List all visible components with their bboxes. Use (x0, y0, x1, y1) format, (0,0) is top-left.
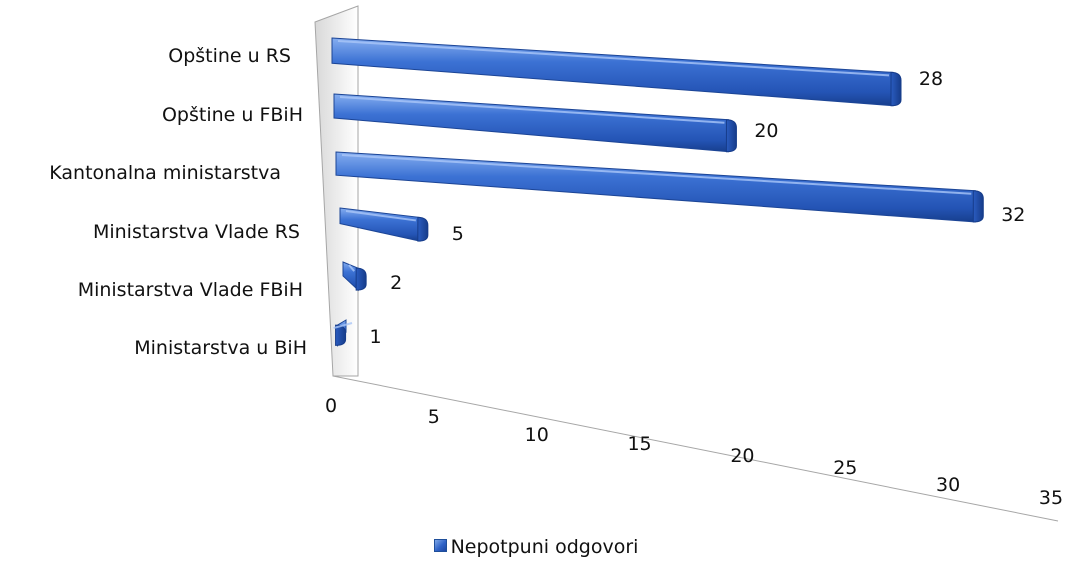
category-label: Kantonalna ministarstva (49, 162, 281, 184)
bar-value-label: 20 (754, 120, 778, 142)
x-tick-label: 0 (325, 395, 337, 417)
bar-value-label: 32 (1001, 204, 1025, 226)
bar (331, 37, 894, 107)
bar (333, 93, 729, 153)
bar-value-label: 28 (919, 68, 943, 90)
bar-end-cap (725, 119, 737, 153)
bar-highlight (345, 210, 416, 222)
bar-end-cap (972, 190, 984, 223)
category-label: Opštine u RS (168, 45, 291, 67)
bar-end-cap (355, 267, 367, 291)
bar-highlight (341, 154, 972, 195)
bar (335, 151, 976, 223)
x-tick-label: 15 (627, 433, 651, 455)
bar-value-label: 2 (390, 272, 402, 294)
x-tick-label: 10 (525, 424, 549, 446)
bar-end-cap (417, 216, 429, 242)
value-axis-line (332, 375, 1059, 522)
bar-value-label: 1 (370, 326, 382, 348)
x-tick-label: 30 (936, 474, 960, 496)
category-label: Ministarstva Vlade FBiH (78, 279, 303, 301)
x-tick-label: 5 (428, 406, 440, 428)
category-label: Ministarstva Vlade RS (93, 221, 300, 243)
category-label: Opštine u FBiH (162, 104, 303, 126)
x-tick-label: 35 (1039, 487, 1063, 509)
legend: Nepotpuni odgovori (0, 536, 1072, 558)
bar-highlight (333, 322, 353, 330)
x-tick-label: 25 (833, 457, 857, 479)
x-tick-label: 20 (730, 445, 754, 467)
legend-swatch-icon (433, 539, 447, 552)
legend-label: Nepotpuni odgovori (450, 536, 639, 558)
bar-highlight (339, 96, 725, 124)
bar-highlight (348, 264, 355, 272)
bar-highlight (337, 40, 890, 77)
bar-value-label: 5 (452, 223, 464, 245)
category-label: Ministarstva u BiH (134, 337, 307, 359)
bar-end-cap (890, 71, 902, 107)
